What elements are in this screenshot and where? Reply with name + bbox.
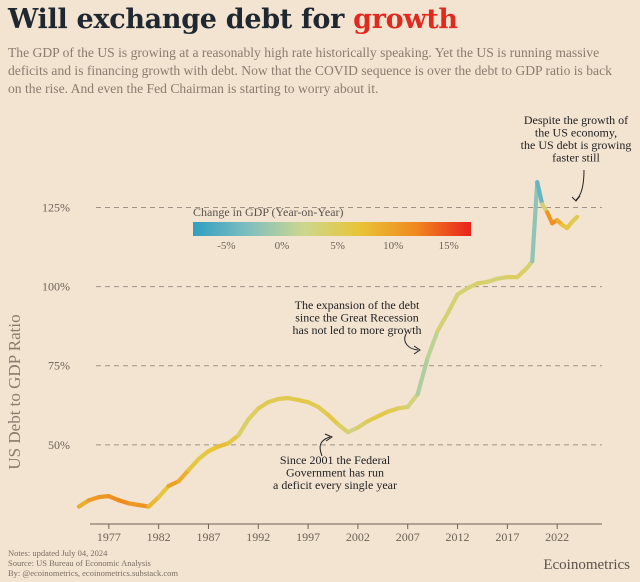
brand-name: Ecoinometrics — [543, 557, 630, 573]
y-axis: 50% 75% 100% 125% US Debt to GDP Ratio — [5, 200, 70, 469]
debt-line-segment — [315, 404, 331, 417]
x-tick-label: 1997 — [296, 530, 320, 544]
debt-line-segment — [335, 422, 351, 435]
legend-title: Change in GDP (Year-on-Year) — [193, 205, 344, 219]
annotation-arrow — [404, 333, 419, 351]
x-axis: 1977 1982 1987 1992 1997 2002 2007 2012 2017 2022 — [90, 523, 602, 544]
debt-line-segment — [226, 433, 241, 446]
x-tick-label: 1982 — [147, 530, 171, 544]
annotation-line: a deficit every single year — [273, 478, 397, 492]
y-tick-label: 100% — [42, 280, 70, 294]
x-tick-label: 2002 — [346, 530, 370, 544]
legend-tick-label: 0% — [275, 240, 290, 252]
debt-line-segment — [405, 392, 420, 409]
debt-line-segment — [570, 214, 580, 224]
y-axis-title: US Debt to GDP Ratio — [5, 314, 24, 469]
x-tick-label: 2022 — [545, 530, 569, 544]
debt-line-segment — [236, 417, 251, 438]
debt-line-segment — [156, 483, 171, 500]
debt-line-series — [76, 180, 580, 509]
annotation-line: Since 2001 the Federal — [280, 453, 391, 467]
x-tick-label: 1992 — [246, 530, 270, 544]
debt-line-segment — [186, 457, 201, 473]
x-tick-label: 2007 — [396, 530, 420, 544]
annotation-line: the US debt is growing — [521, 138, 632, 152]
debt-line-segment — [246, 406, 261, 422]
annotation-line: Despite the growth of — [524, 113, 628, 127]
notes-updated: Notes: updated July 04, 2024 — [8, 548, 108, 558]
debt-line-segment — [415, 355, 430, 397]
footer-notes: Notes: updated July 04, 2024 Source: US … — [8, 548, 178, 578]
debt-line-segment — [146, 494, 161, 509]
debt-line-segment — [535, 180, 545, 207]
annotation-line: faster still — [552, 151, 600, 165]
color-legend: Change in GDP (Year-on-Year) -5% 0% 5% 10% 15… — [193, 205, 471, 252]
annotation-line: has not led to more growth — [293, 323, 422, 337]
debt-line-segment — [176, 468, 191, 484]
debt-line-segment — [435, 311, 450, 334]
y-tick-label: 125% — [42, 200, 70, 214]
x-tick-label: 2017 — [495, 530, 519, 544]
x-tick-label: 1987 — [196, 530, 220, 544]
annotation-arrowhead — [413, 345, 421, 355]
annotation-line: The expansion of the debt — [295, 298, 420, 312]
debt-line-segment — [325, 412, 341, 427]
annotation-arrowhead — [324, 433, 334, 442]
legend-tick-label: 10% — [383, 240, 403, 252]
legend-tick-label: -5% — [217, 240, 235, 252]
legend-color-bar — [193, 222, 471, 236]
debt-line-segment — [196, 449, 211, 462]
debt-line-segment — [445, 292, 460, 316]
title-accent: growth — [353, 4, 458, 35]
debt-line-segment — [425, 328, 440, 360]
legend-tick-label: 15% — [439, 240, 459, 252]
page-title: Will exchange debt for growth — [8, 4, 458, 35]
annotation-arrow — [575, 169, 585, 201]
title-main: Will exchange debt for — [8, 4, 354, 35]
gridlines — [96, 206, 602, 446]
subtitle: The GDP of the US is growing at a reason… — [8, 45, 612, 96]
notes-by: By: @ecoinometrics, ecoinometrics.substa… — [8, 568, 178, 578]
debt-line-segment — [530, 180, 540, 264]
legend-tick-label: 5% — [330, 240, 345, 252]
y-tick-label: 50% — [48, 438, 70, 452]
x-tick-label: 2012 — [446, 530, 470, 544]
debt-line-segment — [515, 265, 530, 280]
annotation-line: Government has run — [286, 466, 384, 480]
notes-source: Source: US Bureau of Economic Analysis — [8, 558, 151, 568]
annotation-line: the US economy, — [535, 126, 617, 140]
annotation-arrowhead — [571, 195, 581, 202]
annotation-line: since the Great Recession — [295, 311, 419, 325]
annotation-arrow — [319, 436, 331, 457]
y-tick-label: 75% — [48, 359, 70, 373]
x-tick-label: 1977 — [97, 530, 121, 544]
